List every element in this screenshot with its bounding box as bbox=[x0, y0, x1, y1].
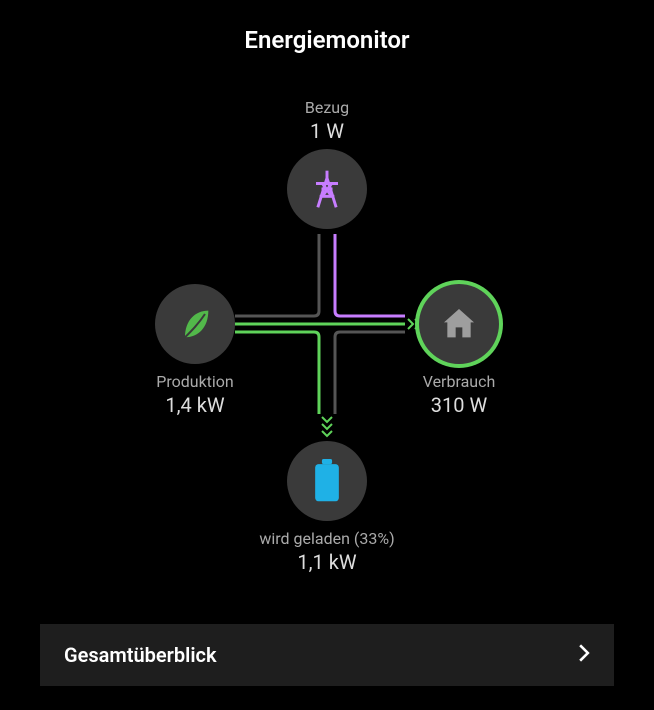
node-battery-value: 1,1 kW bbox=[217, 550, 437, 574]
grid-tower-icon bbox=[305, 167, 349, 211]
house-icon bbox=[439, 304, 479, 344]
energy-flow-diagram: Bezug 1 W bbox=[0, 64, 654, 584]
node-consumption-value: 310 W bbox=[379, 393, 539, 417]
page-title: Energiemonitor bbox=[0, 0, 654, 54]
node-production-circle bbox=[155, 284, 235, 364]
node-battery-circle bbox=[287, 441, 367, 521]
arrows-to-battery bbox=[322, 417, 332, 436]
node-grid-value: 1 W bbox=[247, 119, 407, 143]
chevron-right-icon bbox=[578, 643, 590, 667]
node-production-label: Produktion bbox=[115, 372, 275, 391]
node-battery-label: wird geladen (33%) bbox=[217, 529, 437, 548]
node-consumption-label: Verbrauch bbox=[379, 372, 539, 391]
leaf-icon bbox=[175, 304, 215, 344]
node-consumption-circle bbox=[419, 284, 499, 364]
node-production[interactable]: Produktion 1,4 kW bbox=[115, 284, 275, 417]
battery-icon bbox=[312, 459, 342, 503]
node-grid[interactable]: Bezug 1 W bbox=[247, 94, 407, 229]
overview-button[interactable]: Gesamtüberblick bbox=[40, 624, 614, 686]
node-grid-circle bbox=[287, 149, 367, 229]
overview-button-label: Gesamtüberblick bbox=[64, 643, 217, 667]
node-battery[interactable]: wird geladen (33%) 1,1 kW bbox=[217, 441, 437, 574]
node-grid-label: Bezug bbox=[247, 98, 407, 117]
energy-monitor-panel: Energiemonitor bbox=[0, 0, 654, 710]
node-production-value: 1,4 kW bbox=[115, 393, 275, 417]
node-consumption[interactable]: Verbrauch 310 W bbox=[379, 284, 539, 417]
